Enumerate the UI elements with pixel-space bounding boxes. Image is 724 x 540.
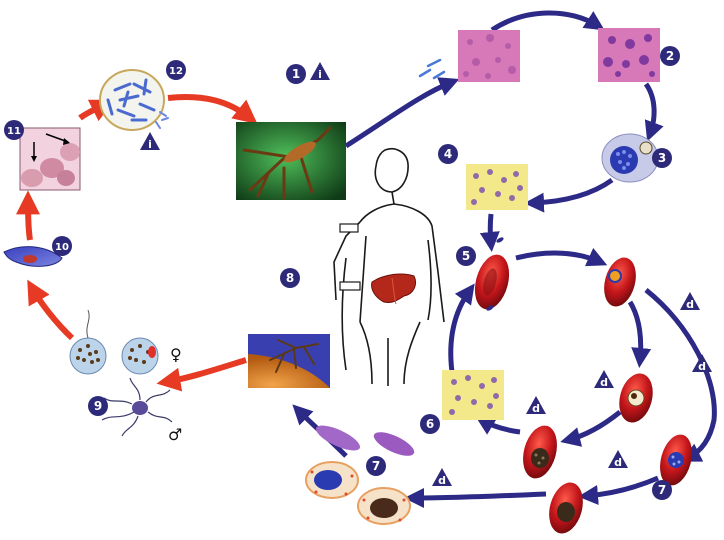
human-stage-arrows	[292, 10, 717, 508]
badge-label-step-7a: 7	[372, 459, 380, 473]
trophozoite-icon	[619, 373, 653, 423]
schizont-icon	[523, 425, 557, 479]
badge-label-step-7b: 7	[658, 483, 666, 497]
badge-step-8	[280, 268, 300, 288]
mosquito-stage-arrows	[16, 94, 258, 392]
blood-smear-icon-2	[442, 370, 504, 420]
red-blood-cell-icon	[474, 237, 510, 311]
arrow-schizont-to-6	[475, 415, 521, 435]
arrow-8-to-9	[156, 357, 247, 392]
diagnostic-marker-4-triangle	[526, 396, 546, 414]
blood-smear-icon	[466, 164, 528, 210]
diagnostic-marker-1-triangle	[680, 292, 700, 310]
midgut-wall-icon	[19, 127, 81, 191]
badge-label-step-8: 8	[286, 271, 294, 285]
arrow-gametocyte-to-late-stage	[578, 475, 659, 505]
gametocyte-icon	[305, 425, 415, 525]
diagnostic-marker-5: d	[614, 456, 622, 469]
sporozoite-icon	[418, 58, 446, 80]
badge-label-step-2: 2	[666, 49, 674, 63]
badge-label-step-1: 1	[292, 67, 300, 81]
diagnostic-marker-5-triangle	[608, 450, 628, 468]
arrow-6-to-5	[448, 283, 475, 373]
human-band-icons	[339, 223, 361, 291]
human-outline-icon	[333, 148, 445, 386]
badge-label-step-5: 5	[462, 249, 470, 263]
male-symbol: ♂	[168, 425, 182, 444]
liver-cell-icon	[458, 30, 520, 82]
badge-step-7a	[366, 456, 386, 476]
liver-icon	[371, 273, 417, 305]
badge-label-step-6: 6	[426, 417, 434, 431]
badge-step-4	[438, 144, 458, 164]
arrow-5-to-ring	[515, 247, 608, 267]
badge-label-step-9: 9	[94, 399, 102, 413]
diagnostic-marker-1: d	[686, 298, 694, 311]
badge-step-5	[456, 246, 476, 266]
mosquito-biting-skin-photo-icon	[248, 334, 330, 388]
ring-stage-icon	[604, 257, 636, 307]
oocyst-icon	[99, 69, 169, 131]
arrow-ring-to-trophozoite	[627, 300, 652, 368]
badge-label-step-10: 10	[55, 242, 69, 253]
badge-step-11	[4, 120, 24, 140]
male-gametes	[101, 377, 173, 437]
arrow-10-to-11	[16, 190, 41, 241]
arrow-3-to-4	[524, 177, 614, 213]
badge-step-1	[286, 64, 306, 84]
badge-step-3	[652, 148, 672, 168]
badge-label-step-4: 4	[444, 147, 452, 161]
late-schizont-icon	[549, 482, 583, 534]
arrow-liver-1-to-2	[490, 10, 605, 33]
diagnostic-marker-3: d	[600, 376, 608, 389]
badge-step-12	[166, 60, 186, 80]
diagnostic-marker-6-triangle	[432, 468, 452, 486]
badge-step-2	[660, 46, 680, 66]
liver-schizont-tissue-icon	[598, 28, 660, 82]
badge-step-9	[88, 396, 108, 416]
liver-schizont-icon	[601, 133, 659, 183]
female-symbol: ♀	[170, 345, 182, 364]
diagnostic-marker-2: d	[698, 360, 706, 373]
infective-marker-1-triangle	[310, 62, 330, 80]
gametocyte-infected-rbc-icon	[660, 434, 692, 486]
arrow-2-to-3	[643, 82, 664, 142]
arrow-4-to-5	[479, 213, 500, 252]
infective-marker-2-triangle	[140, 132, 160, 150]
infective-marker-1: i	[318, 68, 322, 81]
gametocyte-pair	[69, 309, 159, 375]
diagnostic-marker-6: d	[438, 474, 446, 487]
arrow-late-stage-to-7	[404, 487, 547, 508]
arrow-ring-to-gametocyte	[644, 288, 717, 462]
diagnostic-marker-2-triangle	[692, 354, 712, 372]
gamete-fertilization-icon	[69, 309, 173, 437]
arrow-1-to-liver	[344, 77, 460, 149]
stage-markers: i i d d d d d d	[140, 62, 712, 487]
badge-step-10	[52, 236, 72, 256]
diagnostic-marker-4: d	[532, 402, 540, 415]
infective-marker-2: i	[148, 138, 152, 151]
badge-step-6	[420, 414, 440, 434]
badge-label-step-11: 11	[7, 126, 21, 137]
badge-label-step-3: 3	[658, 151, 666, 165]
badge-label-step-12: 12	[169, 66, 183, 77]
arrow-trophozoite-to-schizont	[560, 410, 622, 447]
diagnostic-marker-3-triangle	[594, 370, 614, 388]
arrow-9-to-10	[27, 279, 75, 341]
ookinete-icon	[3, 246, 63, 267]
mosquito-feeding-photo-icon	[236, 122, 346, 200]
arrow-12-to-1	[167, 94, 258, 124]
badge-step-7b	[652, 480, 672, 500]
gametocyte-spotted-pair	[305, 461, 411, 525]
